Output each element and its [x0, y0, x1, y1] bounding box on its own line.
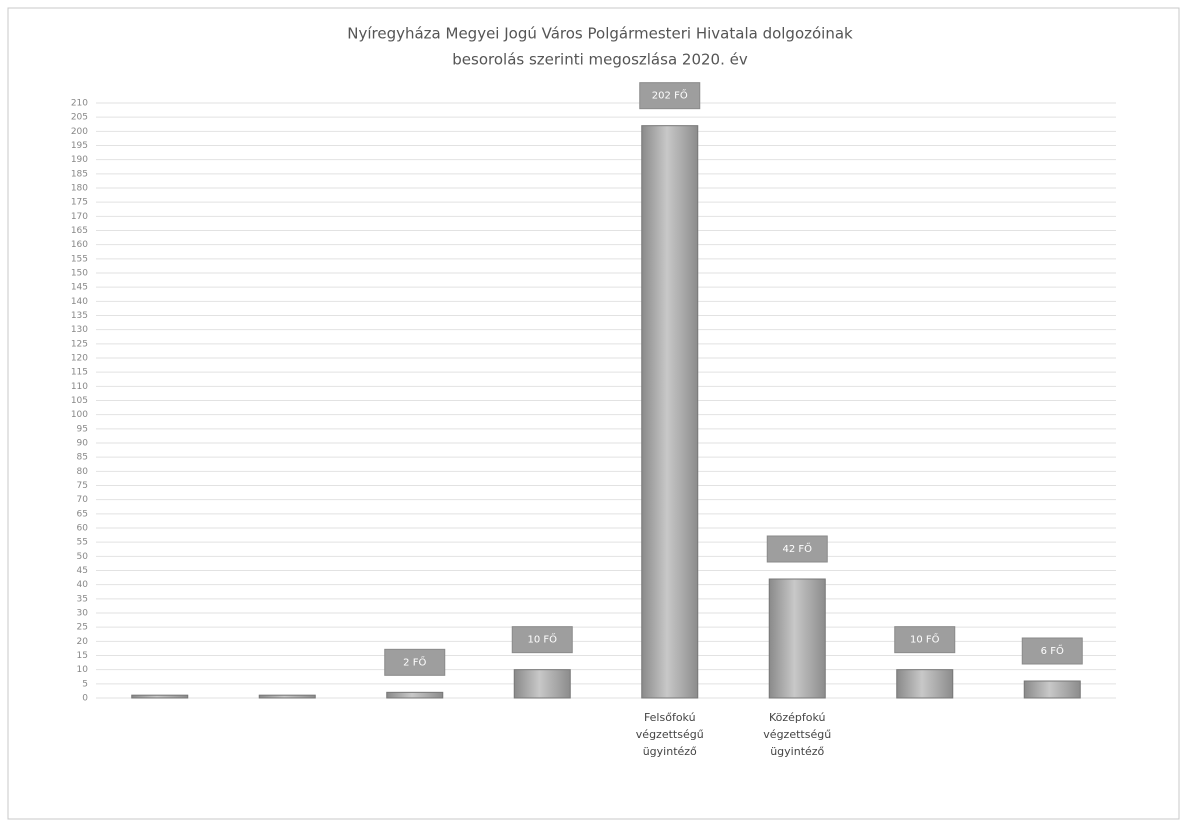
- y-tick-label: 110: [71, 382, 88, 392]
- value-label-box: [1021, 637, 1083, 665]
- y-tick-label: 75: [77, 481, 88, 491]
- y-tick-label: 195: [71, 141, 88, 151]
- y-tick-label: 175: [71, 198, 88, 208]
- bar: [1023, 680, 1081, 699]
- y-tick-label: 0: [82, 694, 88, 704]
- bar: [513, 669, 571, 699]
- y-tick-label: 205: [71, 113, 88, 123]
- y-tick-label: 10: [77, 665, 89, 675]
- y-tick-label: 45: [77, 566, 88, 576]
- value-label: 42 FŐ: [782, 541, 812, 555]
- x-tick-label: Felsőfokú végzettségű ügyintéző: [636, 711, 704, 758]
- y-tick-label: 100: [71, 410, 88, 420]
- y-tick-label: 90: [77, 439, 89, 449]
- y-tick-label: 115: [71, 368, 88, 378]
- value-label: 10 FŐ: [910, 632, 940, 646]
- y-tick-label: 140: [71, 297, 88, 307]
- y-tick-label: 105: [71, 396, 88, 406]
- y-tick-label: 125: [71, 339, 88, 349]
- y-tick-label: 120: [71, 354, 88, 364]
- y-tick-label: 40: [77, 580, 89, 590]
- y-tick-label: 85: [77, 453, 88, 463]
- y-tick-label: 5: [82, 679, 88, 689]
- y-tick-label: 50: [77, 552, 89, 562]
- bar: [386, 691, 444, 699]
- y-tick-label: 55: [77, 538, 88, 548]
- y-tick-label: 30: [77, 609, 89, 619]
- y-tick-label: 65: [77, 509, 88, 519]
- y-tick-label: 60: [77, 524, 89, 534]
- value-label-box: [766, 535, 828, 563]
- bar: [768, 578, 826, 699]
- x-tick-label: Középfokú végzettségű ügyintéző: [763, 711, 831, 758]
- y-tick-label: 25: [77, 623, 88, 633]
- bar: [131, 694, 189, 699]
- y-tick-label: 170: [71, 212, 88, 222]
- chart-title: Nyíregyháza Megyei Jogú Város Polgármest…: [347, 25, 853, 43]
- y-tick-label: 95: [77, 424, 88, 434]
- value-label: 202 FŐ: [652, 88, 688, 102]
- y-tick-label: 180: [71, 184, 88, 194]
- y-tick-label: 70: [77, 495, 89, 505]
- value-label: 6 FŐ: [1041, 643, 1064, 657]
- y-tick-label: 160: [71, 240, 88, 250]
- y-tick-label: 200: [71, 127, 88, 137]
- y-tick-label: 130: [71, 325, 88, 335]
- y-tick-label: 150: [71, 269, 88, 279]
- y-tick-label: 145: [71, 283, 88, 293]
- value-label-box: [894, 626, 956, 654]
- y-tick-label: 135: [71, 311, 88, 321]
- y-tick-label: 210: [71, 99, 88, 109]
- y-tick-label: 35: [77, 594, 88, 604]
- value-label-box: [639, 82, 701, 110]
- chart-title: besorolás szerinti megoszlása 2020. év: [452, 51, 748, 69]
- y-tick-label: 155: [71, 254, 88, 264]
- bar: [896, 669, 954, 699]
- y-tick-label: 185: [71, 169, 88, 179]
- bar: [641, 125, 699, 699]
- value-label: 2 FŐ: [403, 654, 426, 668]
- bar: [258, 694, 316, 699]
- value-label-box: [384, 648, 446, 676]
- y-tick-label: 20: [77, 637, 89, 647]
- y-tick-label: 165: [71, 226, 88, 236]
- y-tick-label: 80: [77, 467, 89, 477]
- value-label: 10 FŐ: [527, 632, 557, 646]
- value-label-box: [511, 626, 573, 654]
- y-tick-label: 190: [71, 155, 88, 165]
- y-tick-label: 15: [77, 651, 88, 661]
